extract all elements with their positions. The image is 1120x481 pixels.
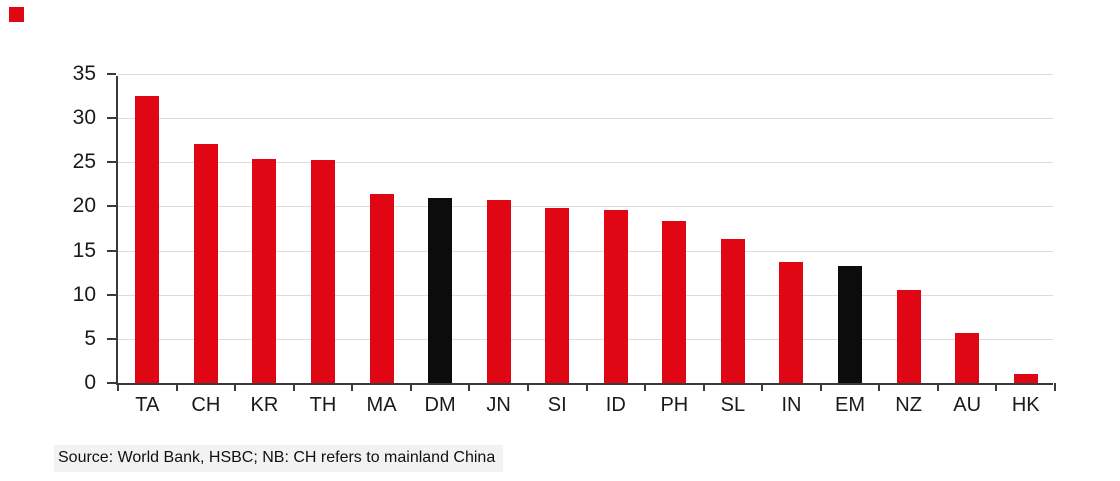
gridline bbox=[118, 74, 1053, 75]
bar-MA bbox=[369, 194, 394, 383]
x-axis-tick bbox=[175, 383, 178, 391]
x-axis-tick bbox=[878, 383, 881, 391]
x-tick-label-SI: SI bbox=[547, 394, 567, 416]
x-tick-label-CH: CH bbox=[191, 394, 221, 416]
y-axis-tick bbox=[107, 73, 116, 75]
x-tick-label-TA: TA bbox=[135, 394, 160, 416]
x-tick-label-JN: JN bbox=[486, 394, 511, 416]
y-tick-label: 20 bbox=[72, 194, 96, 218]
source-note: Source: World Bank, HSBC; NB: CH refers … bbox=[54, 445, 504, 472]
y-axis-tick bbox=[107, 293, 116, 296]
gridline bbox=[118, 206, 1053, 208]
x-axis-tick bbox=[409, 383, 412, 391]
x-axis-tick bbox=[995, 383, 998, 391]
bar-SI bbox=[545, 208, 570, 383]
gridline bbox=[118, 250, 1053, 252]
y-tick-label: 15 bbox=[72, 238, 96, 262]
x-axis-tick bbox=[351, 383, 354, 391]
y-axis-tick bbox=[107, 382, 116, 384]
y-axis-tick bbox=[107, 117, 116, 120]
gridline bbox=[118, 118, 1053, 120]
x-tick-label-HK: HK bbox=[1011, 394, 1040, 416]
bar-CH bbox=[193, 143, 218, 383]
y-axis-tick bbox=[107, 249, 116, 252]
y-tick-label: 35 bbox=[72, 62, 96, 85]
bar-HK bbox=[1013, 374, 1038, 383]
x-tick-label-IN: IN bbox=[781, 394, 802, 416]
x-axis-tick bbox=[526, 383, 529, 391]
y-axis-tick bbox=[107, 205, 116, 208]
bar-AU bbox=[955, 332, 980, 383]
bar-SL bbox=[720, 239, 745, 383]
bar-IN bbox=[779, 262, 804, 383]
gridline bbox=[118, 338, 1053, 340]
bar-TH bbox=[310, 159, 335, 383]
x-axis-tick bbox=[1054, 383, 1056, 391]
y-tick-label: 25 bbox=[72, 150, 96, 174]
plot-area: 0 5 10 15 20 25 30 35 TA CH KR TH MA DM JN SI ID PH SL IN EM… bbox=[73, 62, 1056, 416]
y-axis-tick bbox=[107, 337, 116, 340]
bar-KR bbox=[252, 158, 277, 383]
bar-TA bbox=[135, 96, 160, 383]
x-axis-tick bbox=[761, 383, 764, 391]
x-axis-tick bbox=[117, 383, 119, 391]
y-tick-label: 10 bbox=[72, 282, 96, 306]
x-axis-tick bbox=[702, 383, 705, 391]
y-axis-tick bbox=[107, 161, 116, 164]
x-tick-label-ID: ID bbox=[605, 394, 626, 416]
bar-DM bbox=[428, 198, 453, 383]
x-tick-label-SL: SL bbox=[720, 394, 746, 416]
bar-PH bbox=[662, 220, 687, 383]
x-tick-label-AU: AU bbox=[953, 394, 982, 416]
brand-red-square-icon bbox=[9, 7, 24, 22]
y-tick-label: 0 bbox=[84, 371, 96, 394]
x-axis-tick bbox=[819, 383, 822, 391]
x-tick-label-NZ: NZ bbox=[895, 394, 922, 416]
x-axis-tick bbox=[292, 383, 295, 391]
x-axis-tick bbox=[468, 383, 471, 391]
bar-ID bbox=[603, 209, 628, 383]
x-tick-label-KR: KR bbox=[250, 394, 279, 416]
x-tick-label-MA: MA bbox=[366, 394, 397, 416]
gridline bbox=[118, 162, 1053, 164]
x-axis-tick bbox=[585, 383, 588, 391]
bar-EM bbox=[838, 265, 863, 383]
y-tick-label: 5 bbox=[84, 326, 96, 350]
bar-JN bbox=[486, 200, 511, 383]
y-tick-label: 30 bbox=[72, 106, 96, 130]
x-axis-tick bbox=[936, 383, 939, 391]
x-axis-tick bbox=[234, 383, 237, 391]
gridline bbox=[118, 294, 1053, 296]
x-tick-label-PH: PH bbox=[660, 394, 689, 416]
x-axis-tick bbox=[644, 383, 647, 391]
x-tick-label-TH: TH bbox=[309, 394, 337, 416]
x-tick-label-EM: EM bbox=[835, 394, 866, 416]
x-tick-label-DM: DM bbox=[424, 394, 456, 416]
bar-NZ bbox=[896, 290, 921, 383]
